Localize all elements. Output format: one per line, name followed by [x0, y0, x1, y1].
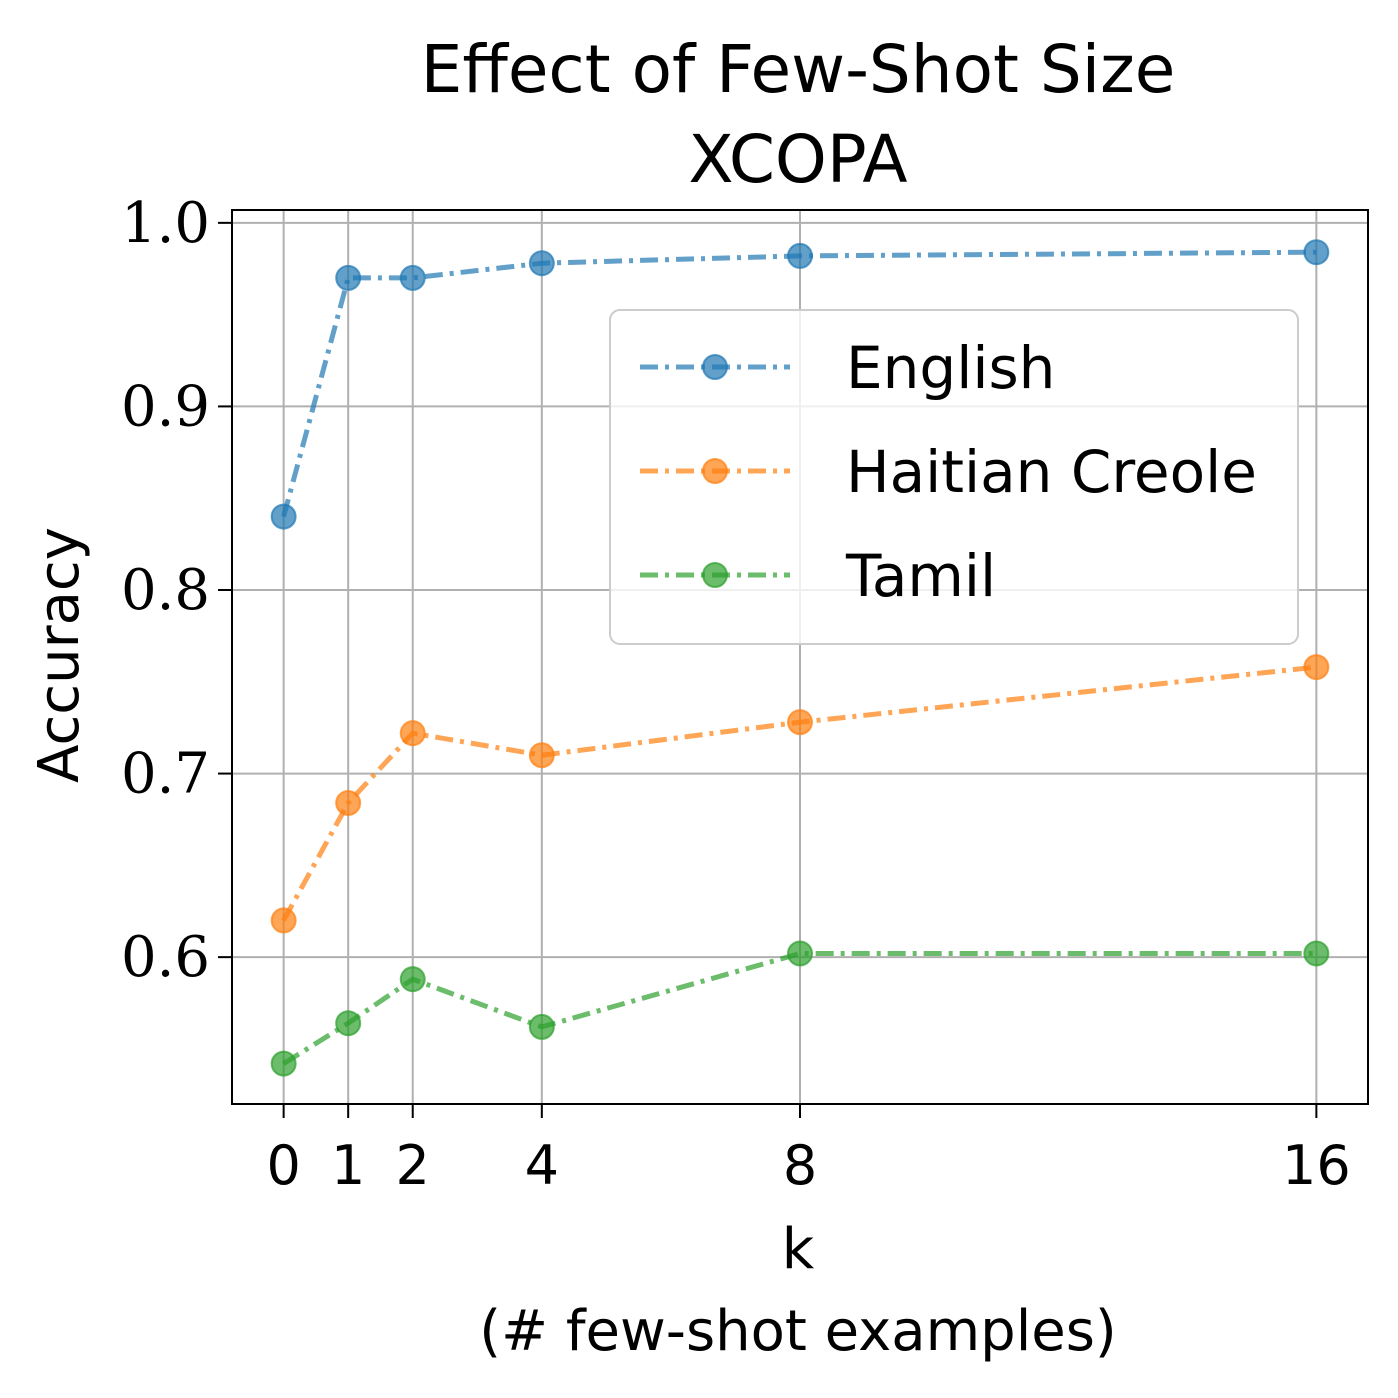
legend-marker	[702, 354, 728, 380]
y-axis-label: Accuracy	[27, 527, 92, 783]
y-tick-label: 0.8	[121, 558, 210, 623]
legend-label: Tamil	[845, 542, 996, 610]
legend-entry: Tamil	[640, 542, 996, 610]
data-point	[787, 709, 813, 736]
data-point	[270, 1050, 297, 1077]
data-point	[270, 907, 297, 934]
series-tamil	[270, 940, 1330, 1077]
chart-subtitle: XCOPA	[688, 121, 907, 198]
series-english	[270, 239, 1330, 530]
data-point	[787, 940, 813, 967]
x-tick-label: 2	[396, 1134, 430, 1197]
x-tick-label: 16	[1282, 1134, 1351, 1197]
x-tick-label: 8	[783, 1134, 817, 1197]
series-line	[281, 249, 1317, 518]
series-layer	[270, 239, 1330, 1077]
data-point	[335, 264, 362, 291]
y-tick-label: 0.9	[121, 374, 210, 439]
data-point	[528, 1013, 555, 1040]
data-point	[528, 742, 555, 769]
data-point	[787, 242, 813, 269]
legend-entry: Haitian Creole	[640, 438, 1257, 506]
data-point	[335, 1010, 362, 1037]
y-tick-label: 0.7	[121, 742, 210, 807]
x-tick-label: 1	[331, 1134, 365, 1197]
data-point	[1303, 654, 1330, 681]
y-tick-label: 0.6	[121, 925, 210, 990]
legend-marker	[702, 562, 728, 588]
legend-label: Haitian Creole	[846, 438, 1257, 506]
data-point	[399, 720, 426, 747]
data-point	[335, 789, 362, 816]
legend-label: English	[846, 334, 1055, 402]
axis-ticks: 0 1 2 4 8 16 0.6 0.7 0.8 0.9 1.0	[121, 191, 1351, 1197]
x-tick-label: 0	[266, 1134, 300, 1197]
legend-entry: English	[640, 334, 1055, 402]
x-tick-label: 4	[525, 1134, 559, 1197]
data-point	[270, 503, 297, 530]
data-point	[528, 250, 555, 277]
data-point	[1303, 940, 1330, 967]
legend-marker	[702, 458, 728, 484]
series-haitian-creole	[270, 654, 1330, 934]
x-axis-label: k	[782, 1217, 815, 1282]
chart-title: Effect of Few-Shot Size	[421, 31, 1176, 108]
legend-box	[609, 309, 1299, 645]
data-point	[399, 966, 426, 993]
y-tick-label: 1.0	[121, 191, 210, 256]
x-axis-label-line2: (# few-shot examples)	[479, 1299, 1117, 1364]
legend: English Haitian Creole Tamil	[609, 309, 1299, 645]
data-point	[1303, 239, 1330, 266]
series-line	[281, 664, 1317, 922]
data-point	[399, 264, 426, 291]
